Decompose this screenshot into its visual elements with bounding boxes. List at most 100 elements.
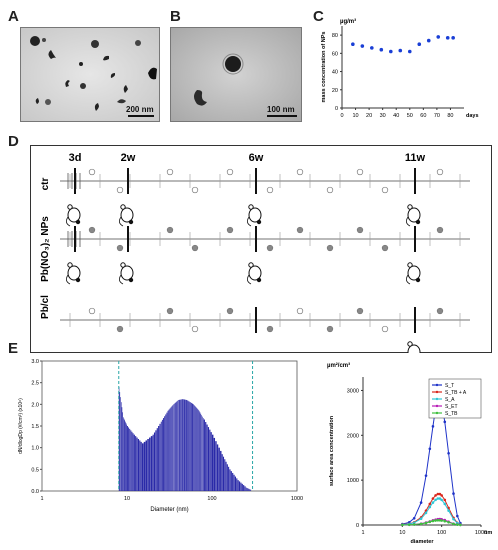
- bar: [205, 422, 207, 491]
- series-point: [424, 474, 428, 477]
- particle-marker: [381, 244, 389, 252]
- series-point: [431, 497, 435, 500]
- bar: [130, 430, 132, 491]
- bar: [183, 399, 185, 491]
- bar: [183, 399, 184, 491]
- particle-marker: [356, 168, 364, 176]
- bar: [125, 423, 127, 491]
- bar: [136, 437, 138, 491]
- bar: [212, 434, 214, 491]
- data-point: [360, 44, 365, 48]
- series-point: [431, 519, 435, 523]
- mouse-tail: [247, 274, 252, 285]
- particle-marker: [191, 244, 199, 252]
- bar: [186, 400, 188, 491]
- series-line: [402, 498, 461, 526]
- bar: [181, 399, 183, 491]
- mouse-icon: [406, 204, 421, 227]
- mouse-body: [248, 207, 262, 223]
- bar: [164, 416, 166, 491]
- series-point: [436, 492, 440, 496]
- y-axis-label: dN/dlogDp (#/cm³) (x10⁶): [18, 398, 24, 454]
- particle-marker: [381, 186, 389, 194]
- bar: [222, 456, 225, 491]
- bar: [172, 405, 174, 491]
- mouse-body: [120, 265, 134, 281]
- mouse-icon: [247, 262, 262, 285]
- bar: [155, 430, 157, 491]
- x-tick-label: 100: [207, 496, 216, 502]
- bar: [135, 436, 137, 491]
- x-tick-label: 40: [393, 113, 399, 119]
- bar: [189, 402, 191, 491]
- bar: [120, 402, 122, 491]
- particle-marker: [266, 325, 274, 333]
- bar: [126, 424, 127, 491]
- particle-marker: [296, 307, 304, 315]
- scale-label-a: 200 nm: [126, 105, 154, 114]
- bar: [209, 429, 211, 491]
- bar: [175, 402, 177, 491]
- scale-label-b: 100 nm: [267, 105, 295, 114]
- mouse-body: [67, 265, 81, 281]
- panel-label-b: B: [170, 8, 181, 25]
- y-tick-label: 20: [332, 88, 338, 94]
- bar: [159, 423, 161, 491]
- bar: [245, 487, 247, 491]
- bar: [125, 421, 126, 491]
- x-tick-label: 1: [40, 496, 43, 502]
- bar: [247, 488, 249, 491]
- y-tick-label: 0: [335, 106, 338, 112]
- y-axis-label: surface area concentration: [329, 415, 335, 486]
- mouse-icon: [66, 204, 81, 227]
- bar: [243, 485, 245, 491]
- mouse-ear: [67, 204, 73, 210]
- panel-label-a: A: [8, 8, 19, 25]
- x-tick-label: 30: [380, 113, 386, 119]
- bar: [197, 409, 199, 491]
- bar: [145, 440, 148, 491]
- y-tick-label: 2000: [347, 433, 359, 439]
- mouse-nose: [128, 219, 134, 225]
- particle-marker: [191, 325, 199, 333]
- row-label: Pb/cl: [40, 295, 51, 319]
- series-point: [434, 519, 437, 522]
- particle-marker: [226, 307, 234, 315]
- mouse-nose: [75, 277, 81, 283]
- particle-marker: [381, 325, 389, 333]
- diagram-d: 3d 2w 6w 11w ctr Pb(NO₃)₂ NPs Pb/cl: [30, 145, 492, 353]
- bar: [200, 413, 202, 491]
- y-tick-label: 1000: [347, 478, 359, 484]
- micrograph-a: 200 nm: [20, 27, 160, 122]
- x-tick-label: 60: [420, 113, 426, 119]
- micrograph-b-image: [171, 28, 301, 121]
- particle-marker: [166, 307, 174, 315]
- timepoint-label: 11w: [405, 152, 426, 164]
- data-point: [379, 47, 384, 52]
- mouse-nose: [415, 219, 421, 225]
- bar: [185, 399, 187, 491]
- bar: [246, 487, 248, 491]
- mouse-tail: [66, 216, 71, 227]
- legend-label: S_A: [445, 397, 455, 403]
- series-point: [438, 492, 442, 496]
- bar: [171, 406, 173, 491]
- chart-c: µg/m³ mass concentration of NPs 0 20 40 60 80 0…: [321, 18, 479, 119]
- bar: [213, 437, 216, 491]
- legend-marker: [435, 397, 439, 401]
- row-label: Pb(NO₃)₂ NPs: [40, 216, 51, 282]
- series-point: [447, 521, 450, 524]
- legend-marker: [435, 404, 439, 408]
- bar: [132, 433, 134, 491]
- mouse-tail: [66, 274, 71, 285]
- bar: [224, 459, 226, 491]
- bar: [178, 399, 180, 491]
- bar: [229, 469, 231, 491]
- mouse-icon: [247, 204, 262, 227]
- mouse-icon: [66, 262, 81, 285]
- particle-marker: [296, 226, 304, 234]
- data-point: [370, 46, 374, 50]
- bar: [150, 436, 153, 491]
- bar: [180, 399, 181, 491]
- bar: [233, 474, 235, 491]
